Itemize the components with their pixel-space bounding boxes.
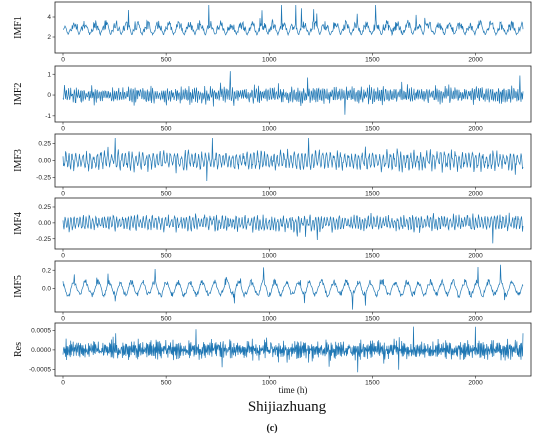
x-tick-label: 1500	[365, 126, 380, 133]
x-tick-label: 500	[161, 57, 172, 64]
x-axis-label: time (h)	[279, 385, 308, 395]
y-axis-label: IMF5	[13, 275, 24, 298]
x-tick-label: 500	[161, 316, 172, 323]
y-tick-label: 0	[47, 92, 51, 99]
x-tick-label: 1000	[262, 191, 277, 198]
x-tick-label: 0	[61, 380, 65, 387]
y-axis-label: IMF4	[13, 212, 24, 235]
subplot-imf2: 0 500 1000 1500 2000 1 0 -1 IMF2	[13, 65, 532, 133]
x-tick-label: 0	[61, 57, 65, 64]
series-line	[62, 71, 524, 115]
series-line	[63, 4, 524, 37]
y-axis-label: IMF1	[13, 16, 24, 39]
x-tick-label: 1500	[365, 380, 380, 387]
x-tick-label: 2000	[468, 126, 483, 133]
y-tick-label: 1	[47, 71, 51, 78]
x-tick-label: 0	[61, 191, 65, 198]
subplot-imf3: 0 500 1000 1500 2000 0.25 0.00 -0.25 IMF3	[13, 133, 532, 198]
y-tick-label: 0.0005	[31, 328, 51, 335]
y-axis-label: Res	[13, 342, 24, 357]
figure-caption: (c)	[266, 423, 277, 434]
y-tick-label: 4	[47, 14, 51, 21]
subplot-res: 0 500 1000 1500 2000 0.0005 0.0000 -0.0005 Res	[13, 322, 532, 387]
y-tick-label: 0.0000	[31, 347, 51, 354]
y-tick-label: -0.25	[36, 236, 51, 243]
x-tick-label: 500	[161, 191, 172, 198]
x-tick-label: 1500	[365, 253, 380, 260]
axes-frame	[54, 322, 532, 377]
x-tick-label: 2000	[468, 191, 483, 198]
subplot-imf5: 0 500 1000 1500 2000 0.2 0.0 IMF5	[13, 260, 532, 323]
x-tick-label: 0	[61, 253, 65, 260]
x-tick-label: 1000	[262, 380, 277, 387]
axes-frame	[54, 1, 532, 54]
y-tick-label: 0.2	[42, 267, 51, 274]
y-axis-label: IMF3	[13, 149, 24, 172]
x-tick-label: 500	[161, 126, 172, 133]
y-tick-label: 0.25	[38, 204, 51, 211]
subplot-imf4: 0 500 1000 1500 2000 0.25 0.00 -0.25 IMF4	[13, 197, 532, 260]
y-tick-label: 0.0	[42, 286, 51, 293]
x-tick-label: 1000	[262, 253, 277, 260]
x-tick-label: 1500	[365, 191, 380, 198]
y-axis-label: IMF2	[13, 83, 24, 106]
x-tick-label: 1000	[262, 316, 277, 323]
x-tick-label: 2000	[468, 380, 483, 387]
x-tick-label: 1000	[262, 57, 277, 64]
subplot-imf1: 0 500 1000 1500 2000 2 4 IMF1	[13, 1, 532, 64]
y-tick-label: 0.00	[38, 158, 51, 165]
x-tick-label: 2000	[468, 316, 483, 323]
x-tick-label: 2000	[468, 57, 483, 64]
x-tick-label: 1500	[365, 316, 380, 323]
axes-frame	[54, 65, 532, 123]
x-tick-label: 1000	[262, 126, 277, 133]
series-line	[62, 326, 524, 373]
y-tick-label: -1	[45, 113, 51, 120]
axes-frame	[54, 197, 532, 250]
figure-title: Shijiazhuang	[248, 399, 327, 415]
x-tick-label: 500	[161, 253, 172, 260]
y-tick-label: -0.25	[36, 175, 51, 182]
y-tick-label: 2	[47, 34, 51, 41]
series-line	[62, 212, 524, 244]
x-tick-label: 0	[61, 316, 65, 323]
y-tick-label: 0.25	[38, 141, 51, 148]
x-tick-label: 2000	[468, 253, 483, 260]
y-tick-label: 0.00	[38, 220, 51, 227]
y-tick-label: -0.0005	[29, 367, 51, 374]
series-line	[62, 137, 524, 182]
x-tick-label: 1500	[365, 57, 380, 64]
x-tick-label: 0	[61, 126, 65, 133]
axes-frame	[54, 260, 532, 313]
x-tick-label: 500	[161, 380, 172, 387]
series-line	[62, 264, 524, 310]
